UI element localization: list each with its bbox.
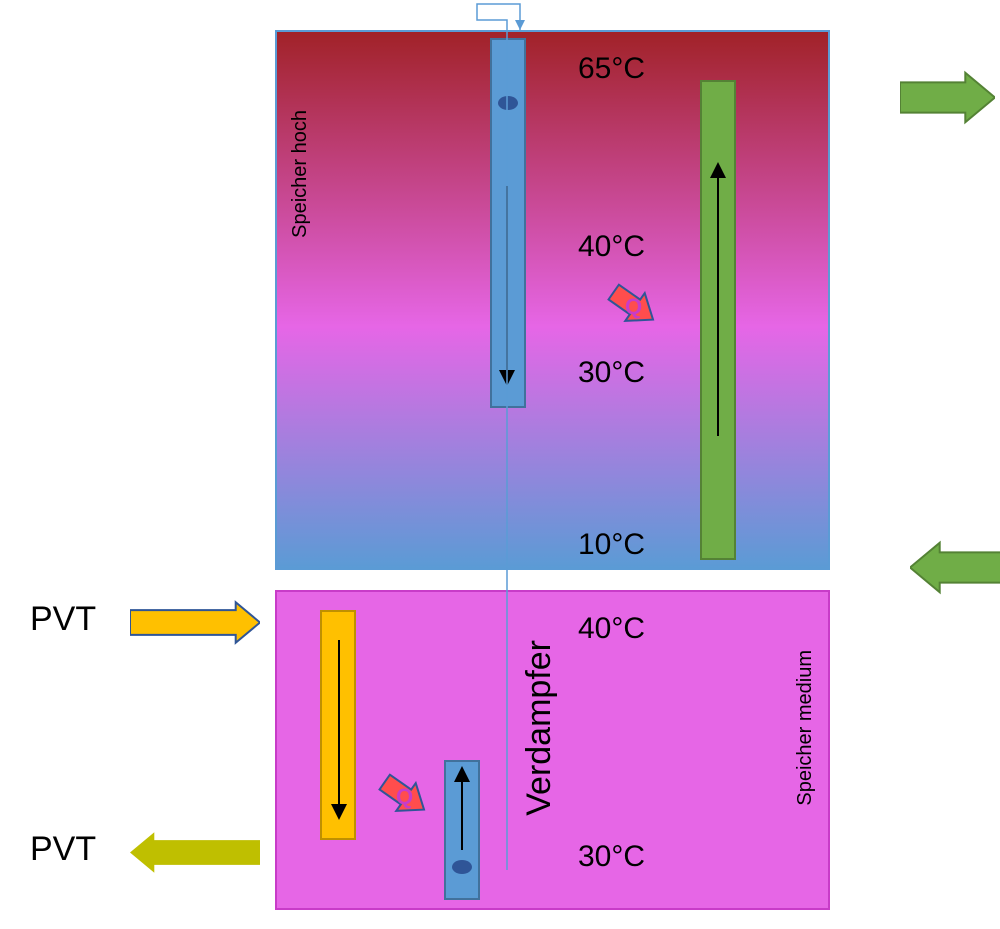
- pvt-in-arrow: [130, 600, 260, 645]
- upper-tank: [275, 30, 830, 570]
- pvt-out-arrow: [130, 830, 260, 875]
- pvt-out-label: PVT: [30, 830, 96, 869]
- flow-green-up-line: [717, 176, 719, 436]
- verdampfer-label: Verdampfer: [520, 640, 559, 816]
- temp-30-lower: 30°C: [578, 840, 645, 874]
- blue-pipe-lower-dot: [452, 860, 472, 874]
- green-arrow-in: [910, 540, 1000, 595]
- flow-blue2-up-line: [461, 780, 463, 850]
- temp-65: 65°C: [578, 52, 645, 86]
- lower-tank-label: Speicher medium: [794, 650, 817, 806]
- upper-tank-label: Speicher hoch: [289, 110, 312, 238]
- flow-orange-down-head: [329, 804, 349, 820]
- pvt-in-label: PVT: [30, 600, 96, 639]
- flow-green-up-head: [708, 162, 728, 178]
- thin-refrigerant-line: [465, 0, 525, 870]
- q-arrow-upper: Q: [605, 280, 665, 335]
- temp-30-upper: 30°C: [578, 356, 645, 390]
- svg-text:Q: Q: [625, 294, 642, 319]
- svg-text:Q: Q: [396, 784, 413, 809]
- q-arrow-lower: Q: [376, 770, 436, 825]
- green-arrow-out: [900, 70, 995, 125]
- temp-40-lower: 40°C: [578, 612, 645, 646]
- temp-10: 10°C: [578, 528, 645, 562]
- flow-blue2-up-head: [452, 766, 472, 782]
- temp-40-upper: 40°C: [578, 230, 645, 264]
- flow-orange-down-line: [338, 640, 340, 810]
